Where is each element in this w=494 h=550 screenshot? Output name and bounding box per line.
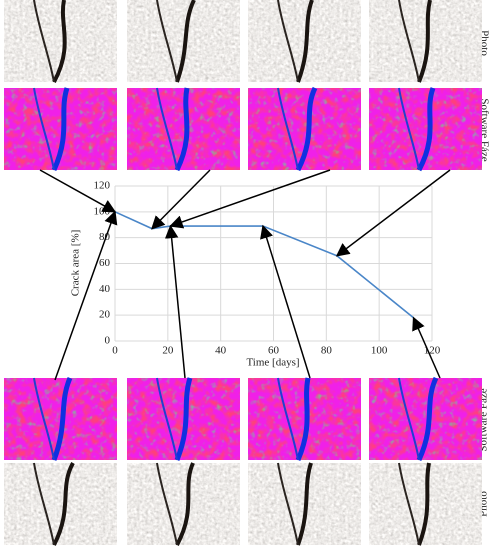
x-tick-label: 60	[268, 345, 280, 357]
crack	[416, 87, 436, 172]
arrow	[54, 210, 118, 381]
crack	[156, 87, 178, 171]
x-axis-label: Time [days]	[246, 357, 299, 369]
x-tick-label: 80	[321, 345, 333, 357]
crack	[277, 87, 299, 171]
crack	[33, 462, 55, 546]
crack	[398, 0, 420, 83]
crack	[416, 376, 439, 462]
x-tick-label: 100	[371, 345, 388, 357]
crack	[295, 86, 318, 172]
crack	[398, 377, 420, 461]
crack	[277, 462, 299, 546]
crack	[398, 462, 420, 546]
crack	[33, 0, 55, 83]
x-tick-label: 40	[215, 345, 227, 357]
arrow	[39, 169, 117, 213]
crack	[296, 462, 313, 546]
crack	[398, 87, 420, 171]
crack	[296, 0, 314, 83]
y-tick-label: 20	[99, 309, 111, 321]
y-tick-label: 80	[99, 231, 111, 243]
crack	[175, 0, 196, 83]
crack	[175, 462, 195, 546]
line	[114, 211, 415, 319]
arrow	[169, 169, 331, 229]
crack	[33, 87, 55, 171]
crack	[277, 377, 299, 461]
arrow	[335, 169, 451, 257]
photo	[369, 0, 482, 82]
crack	[51, 376, 73, 461]
crack	[51, 87, 70, 172]
x-tick-label: 0	[112, 345, 118, 357]
crack	[277, 0, 299, 83]
crack	[174, 87, 190, 172]
crack	[52, 462, 75, 546]
crack	[156, 0, 178, 83]
x-tick-label: 120	[424, 345, 441, 357]
y-tick-label: 0	[105, 335, 111, 347]
x-tick-label: 20	[162, 345, 174, 357]
y-tick-label: 40	[99, 283, 111, 295]
crack	[417, 0, 432, 83]
arrow	[260, 224, 311, 379]
y-tick-label: 60	[99, 257, 111, 269]
crack	[174, 377, 193, 461]
crack	[33, 377, 55, 461]
y-axis-label: Crack area [%]	[70, 230, 82, 297]
arrow	[151, 169, 211, 230]
crack	[417, 462, 431, 546]
arrow	[412, 316, 441, 379]
crack	[156, 377, 178, 461]
y-tick-label: 120	[94, 180, 111, 192]
crack	[156, 462, 178, 546]
crack	[52, 0, 67, 83]
arrow	[164, 224, 186, 379]
crack	[295, 377, 311, 461]
photo	[248, 0, 361, 82]
